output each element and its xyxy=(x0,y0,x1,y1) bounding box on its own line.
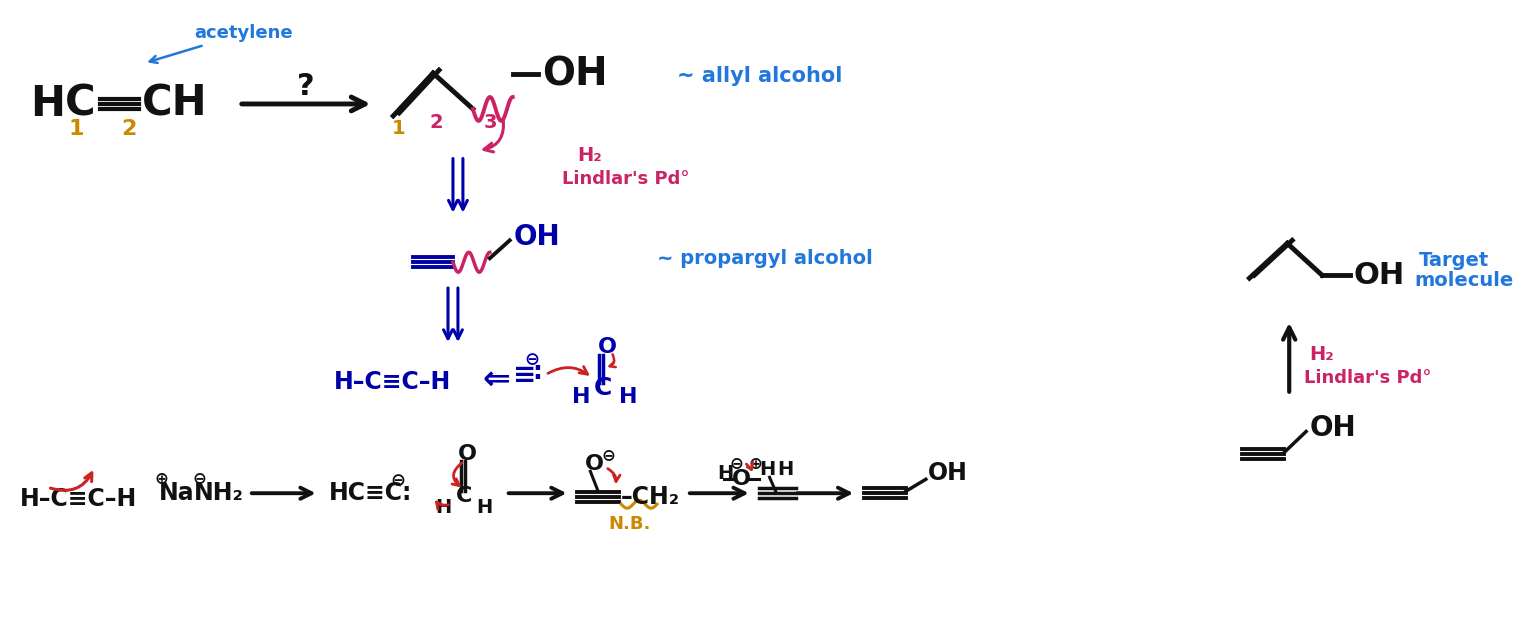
Text: O: O xyxy=(584,454,604,475)
Text: H₂: H₂ xyxy=(1309,345,1333,364)
Text: C: C xyxy=(456,486,473,506)
Text: H: H xyxy=(777,460,794,479)
Text: molecule: molecule xyxy=(1415,271,1514,290)
Text: OH: OH xyxy=(928,461,968,485)
Text: OH: OH xyxy=(1353,261,1405,290)
Text: ≡: ≡ xyxy=(513,361,536,389)
Text: ~ propargyl alcohol: ~ propargyl alcohol xyxy=(657,249,872,268)
Text: O: O xyxy=(599,337,617,357)
Text: ?: ? xyxy=(296,71,315,101)
Text: ⊕: ⊕ xyxy=(748,455,762,473)
Text: ⊖: ⊖ xyxy=(525,351,539,369)
Text: C: C xyxy=(65,83,95,125)
Text: –CH₂: –CH₂ xyxy=(621,485,680,509)
Text: acetylene: acetylene xyxy=(149,24,293,63)
Text: Na: Na xyxy=(160,481,195,505)
Text: :: : xyxy=(533,360,542,383)
Text: H–C≡C–H: H–C≡C–H xyxy=(20,487,137,511)
Text: OH: OH xyxy=(1309,413,1356,441)
Text: HC≡C:: HC≡C: xyxy=(329,481,412,505)
Text: H–C≡C–H: H–C≡C–H xyxy=(333,369,450,394)
Text: ⊖: ⊖ xyxy=(192,470,206,489)
Text: H: H xyxy=(435,497,452,517)
Text: OH: OH xyxy=(542,55,608,93)
Text: OH: OH xyxy=(513,224,561,252)
Text: H: H xyxy=(717,464,733,483)
Text: C: C xyxy=(593,376,611,399)
Text: Target: Target xyxy=(1419,251,1488,269)
Text: Lindlar's Pd°: Lindlar's Pd° xyxy=(562,169,690,188)
Text: 1: 1 xyxy=(392,119,406,138)
Text: 2: 2 xyxy=(429,113,442,132)
Text: 3: 3 xyxy=(484,113,498,132)
Text: CH: CH xyxy=(143,83,207,125)
Text: Lindlar's Pd°: Lindlar's Pd° xyxy=(1304,369,1432,387)
Text: H: H xyxy=(573,387,591,406)
Text: ⊖: ⊖ xyxy=(390,472,406,490)
Text: 1: 1 xyxy=(69,119,84,139)
Text: O: O xyxy=(731,469,751,489)
Text: N.B.: N.B. xyxy=(608,515,650,533)
Text: ⊖: ⊖ xyxy=(730,455,743,473)
Text: ⊖: ⊖ xyxy=(601,447,616,466)
Text: H₂: H₂ xyxy=(578,147,602,165)
Text: ~ allyl alcohol: ~ allyl alcohol xyxy=(677,66,842,86)
Text: H: H xyxy=(29,83,65,125)
Text: O: O xyxy=(458,445,478,464)
Text: H: H xyxy=(476,497,492,517)
Text: H: H xyxy=(619,387,637,406)
Text: ⇐: ⇐ xyxy=(482,363,511,396)
Text: NH₂: NH₂ xyxy=(194,481,244,505)
Text: ⊕: ⊕ xyxy=(154,470,167,489)
Text: H: H xyxy=(760,460,776,479)
Text: 2: 2 xyxy=(121,119,137,139)
